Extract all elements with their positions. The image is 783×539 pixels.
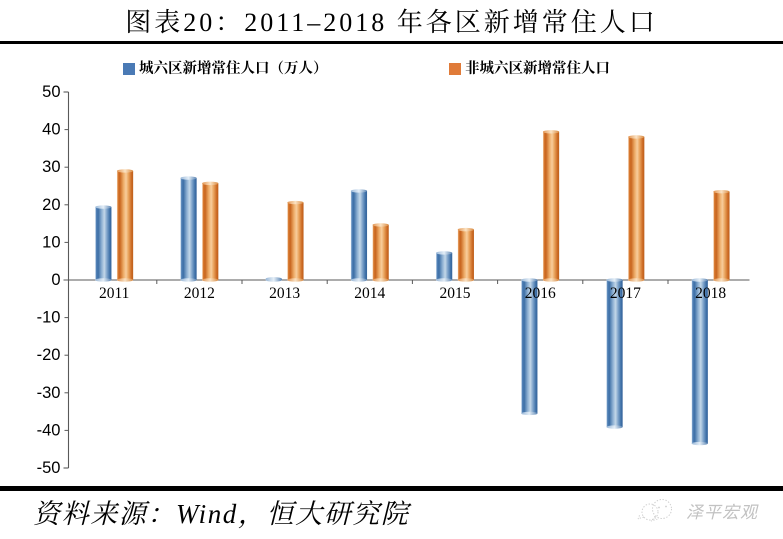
svg-text:2011: 2011 [99, 285, 129, 302]
svg-text:10: 10 [42, 233, 60, 251]
svg-text:-20: -20 [37, 346, 61, 364]
svg-text:-30: -30 [37, 384, 61, 402]
svg-text:40: 40 [42, 121, 60, 139]
svg-text:20: 20 [42, 196, 60, 214]
svg-text:2016: 2016 [525, 285, 556, 302]
svg-text:0: 0 [51, 271, 60, 289]
svg-text:30: 30 [42, 158, 60, 176]
svg-text:2014: 2014 [354, 285, 385, 302]
svg-text:-50: -50 [37, 459, 61, 477]
svg-text:50: 50 [42, 83, 60, 101]
svg-text:2013: 2013 [269, 285, 300, 302]
svg-text:2012: 2012 [184, 285, 215, 302]
svg-text:2015: 2015 [440, 285, 471, 302]
svg-text:-40: -40 [37, 421, 61, 439]
svg-text:2018: 2018 [695, 285, 726, 302]
svg-text:-10: -10 [37, 309, 61, 327]
svg-text:2017: 2017 [610, 285, 641, 302]
